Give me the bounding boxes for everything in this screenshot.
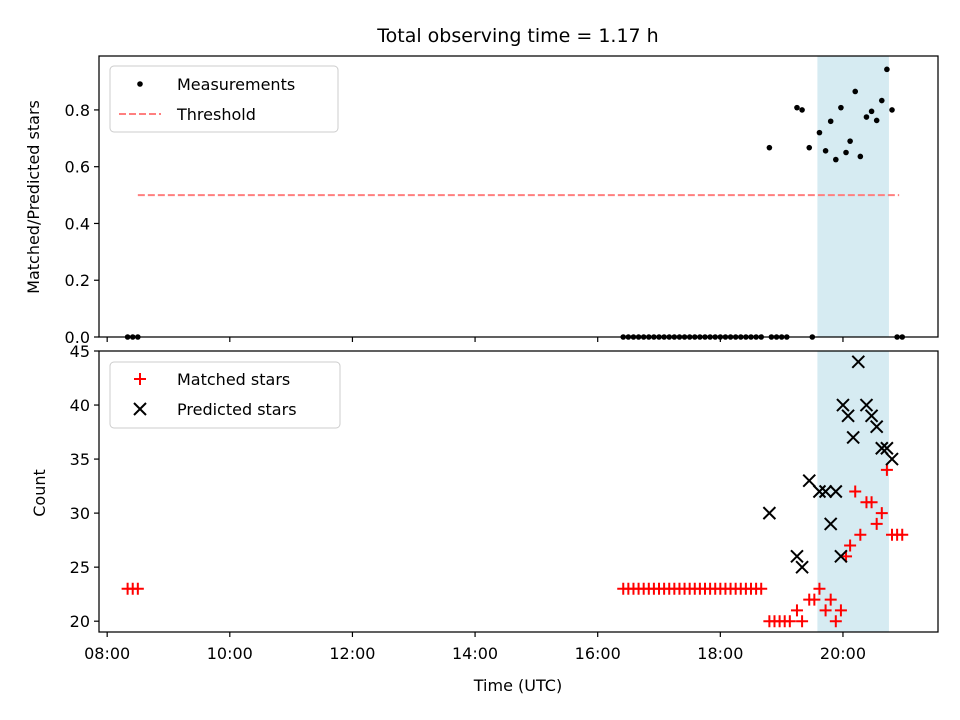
matched-stars-point bbox=[870, 517, 883, 530]
measurements-point bbox=[816, 129, 823, 136]
measurements-point bbox=[889, 107, 895, 113]
matched-stars-point bbox=[783, 615, 796, 628]
predicted-stars-point bbox=[762, 506, 777, 520]
predicted-stars-point bbox=[829, 484, 843, 499]
legend-key-measurements bbox=[137, 81, 143, 87]
matched-stars-point bbox=[755, 582, 768, 595]
predicted-stars-point bbox=[859, 398, 874, 412]
predicted-stars-point bbox=[812, 484, 827, 499]
ratio-y-axis-label: Matched/Predicted stars bbox=[24, 100, 43, 294]
ratio-plot-frame bbox=[98, 55, 939, 338]
measurements-point bbox=[806, 144, 813, 151]
count-legend-box bbox=[109, 361, 341, 429]
predicted-stars-point bbox=[836, 398, 850, 412]
count-legend: Matched stars Predicted stars bbox=[109, 361, 341, 429]
count-panel: 20 25 30 35 40 45 08:00 10:00 12:00 14:00 16:00 18… bbox=[30, 342, 939, 695]
ratio-panel: 0.0 0.2 0.4 0.6 0.8 Total observing time = 1… bbox=[24, 25, 939, 347]
ratio-y-tick-label: 0.8 bbox=[65, 101, 90, 120]
measurements-point bbox=[852, 88, 859, 95]
predicted-stars-point bbox=[880, 441, 894, 455]
x-tick-label: 10:00 bbox=[207, 644, 253, 663]
matched-stars-point bbox=[849, 485, 862, 498]
predicted-stars-point bbox=[790, 549, 804, 564]
ratio-y-tick-label: 0.2 bbox=[65, 271, 90, 290]
count-y-tick-label: 45 bbox=[70, 342, 90, 361]
measurements-point bbox=[857, 153, 864, 160]
ratio-legend-box bbox=[109, 65, 339, 133]
matched-stars-point bbox=[790, 604, 803, 617]
matched-stars-point bbox=[131, 582, 144, 595]
measurements-point bbox=[799, 107, 805, 113]
measurements-point bbox=[833, 156, 839, 163]
x-tick-label: 14:00 bbox=[452, 644, 498, 663]
predicted-stars-point bbox=[864, 409, 879, 423]
legend-label-measurements: Measurements bbox=[177, 75, 295, 94]
ratio-y-tick-label: 0.0 bbox=[65, 328, 90, 347]
count-plot-frame bbox=[98, 350, 939, 633]
predicted-stars-point bbox=[818, 484, 833, 499]
x-tick-label: 08:00 bbox=[84, 644, 130, 663]
measurements-point bbox=[868, 108, 875, 115]
matched-stars-point bbox=[854, 528, 867, 541]
legend-label-matched-stars: Matched stars bbox=[177, 370, 290, 389]
legend-key-predicted-stars bbox=[133, 402, 147, 416]
matched-stars-point bbox=[824, 593, 837, 606]
measurements-point bbox=[873, 117, 880, 124]
legend-label-predicted-stars: Predicted stars bbox=[177, 400, 297, 419]
ratio-y-tick-label: 0.4 bbox=[65, 214, 90, 233]
matched-stars-point bbox=[896, 528, 909, 541]
count-y-axis-label: Count bbox=[30, 469, 49, 517]
measurements-point bbox=[822, 148, 829, 154]
matched-stars-point bbox=[844, 539, 857, 552]
matched-stars-point bbox=[796, 615, 809, 628]
matched-stars-point bbox=[808, 593, 821, 606]
legend-label-threshold: Threshold bbox=[176, 105, 256, 124]
matched-stars-point bbox=[829, 615, 842, 628]
count-y-tick-label: 25 bbox=[70, 558, 90, 577]
predicted-stars-point bbox=[841, 409, 855, 423]
matched-stars-point bbox=[834, 604, 847, 617]
measurements-point bbox=[838, 104, 844, 111]
x-tick-label: 16:00 bbox=[575, 644, 621, 663]
legend-key-matched-stars bbox=[134, 373, 146, 385]
measurements-point bbox=[878, 97, 885, 104]
predicted-stars-point bbox=[851, 355, 865, 369]
chart-title: Total observing time = 1.17 h bbox=[376, 25, 658, 47]
predicted-stars-point bbox=[846, 430, 860, 445]
measurements-point bbox=[843, 149, 849, 156]
ratio-observing-window bbox=[817, 56, 889, 337]
measurements-point bbox=[794, 104, 800, 111]
x-tick-label: 18:00 bbox=[697, 644, 743, 663]
measurements-point bbox=[847, 138, 853, 144]
measurements-point bbox=[884, 66, 890, 73]
predicted-stars-point bbox=[834, 549, 848, 564]
predicted-stars-point bbox=[885, 452, 899, 466]
matched-stars-point bbox=[819, 604, 832, 617]
count-y-tick-label: 20 bbox=[70, 612, 90, 631]
matched-stars-point bbox=[865, 496, 878, 509]
matched-stars-point bbox=[813, 582, 826, 595]
predicted-stars-point bbox=[802, 473, 816, 488]
x-tick-label: 20:00 bbox=[820, 644, 866, 663]
matched-stars-point bbox=[880, 463, 893, 476]
x-axis-label: Time (UTC) bbox=[473, 676, 562, 695]
predicted-stars-point bbox=[869, 419, 884, 434]
predicted-stars-point bbox=[795, 560, 809, 574]
ratio-legend: Measurements Threshold bbox=[109, 65, 339, 133]
predicted-stars-point bbox=[823, 517, 838, 531]
matched-stars-point bbox=[875, 507, 888, 520]
ratio-y-tick-label: 0.6 bbox=[65, 158, 90, 177]
count-y-tick-label: 30 bbox=[70, 504, 90, 523]
measurements-point bbox=[766, 144, 773, 151]
x-tick-label: 12:00 bbox=[329, 644, 375, 663]
measurements-point bbox=[827, 118, 834, 125]
predicted-stars-point bbox=[875, 441, 889, 455]
measurements-point bbox=[863, 114, 870, 120]
count-y-tick-label: 40 bbox=[70, 396, 90, 415]
count-y-tick-label: 35 bbox=[70, 450, 90, 469]
